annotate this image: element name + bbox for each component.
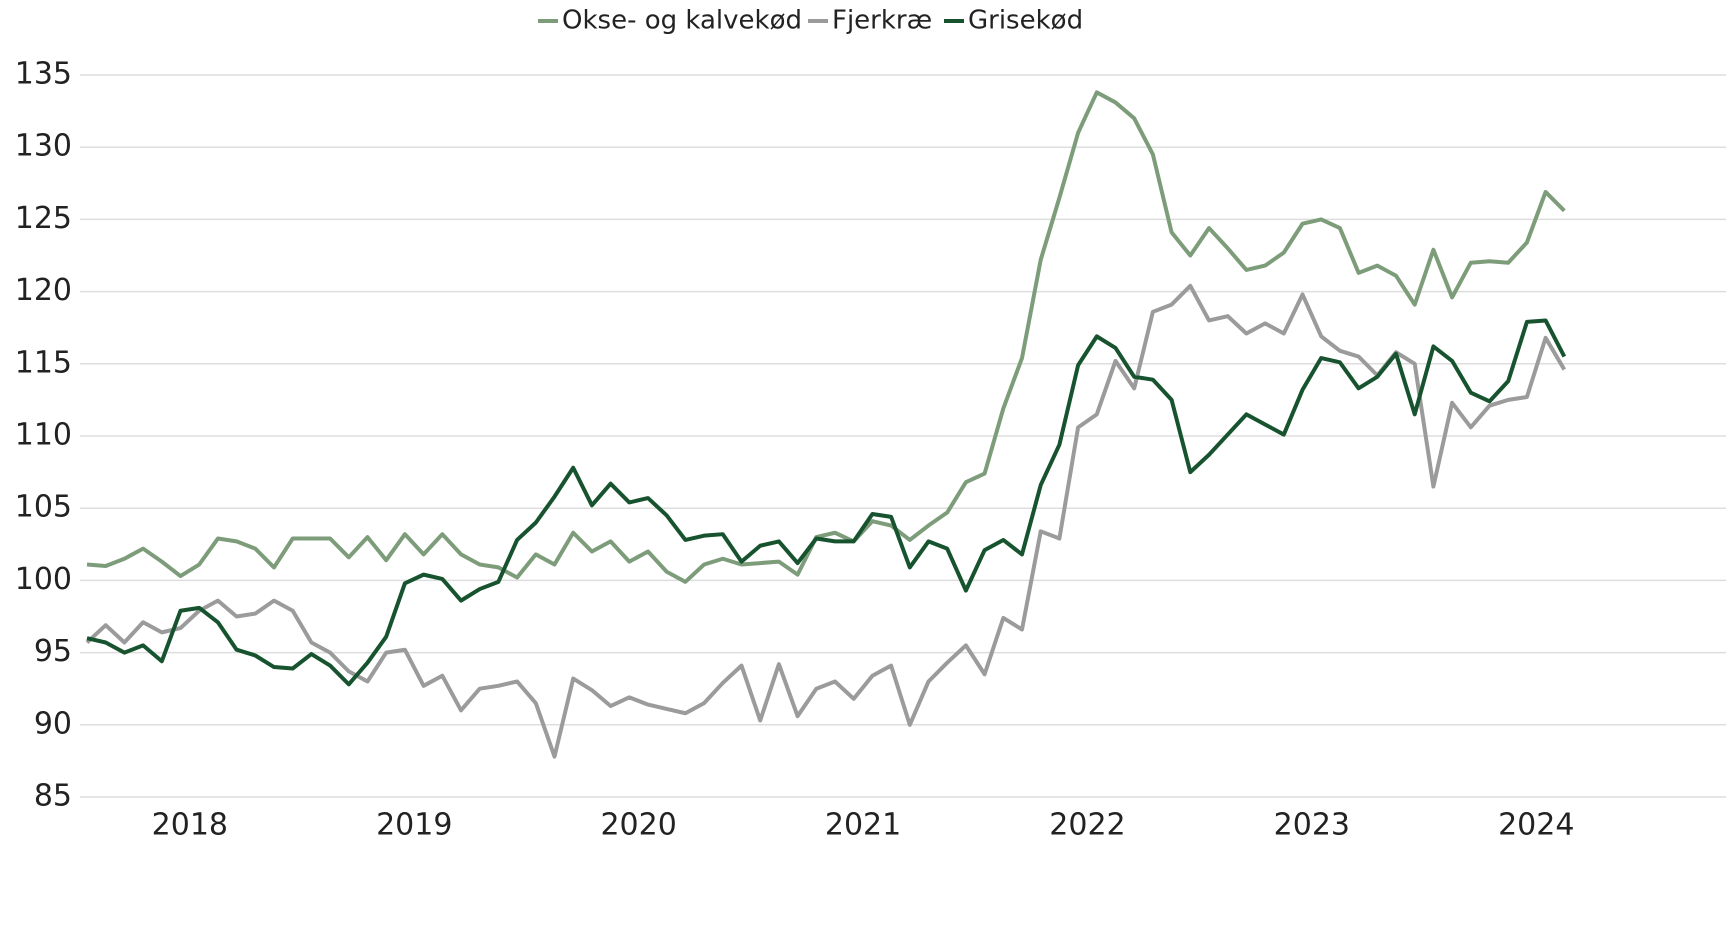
y-tick-label: 125	[15, 201, 72, 236]
y-tick-label: 115	[15, 345, 72, 380]
y-tick-label: 110	[15, 418, 72, 453]
line-series	[86, 90, 1566, 584]
x-tick-label: 2024	[1498, 808, 1574, 843]
y-tick-label: 105	[15, 490, 72, 525]
line-series	[86, 318, 1567, 687]
y-tick-label: 85	[34, 779, 72, 814]
line-series	[85, 283, 1567, 759]
y-tick-label: 135	[15, 57, 72, 92]
y-tick-label: 130	[15, 129, 72, 164]
x-tick-label: 2021	[825, 808, 901, 843]
y-tick-label: 120	[15, 273, 72, 308]
y-tick-label: 90	[34, 706, 72, 741]
x-tick-label: 2020	[600, 808, 676, 843]
x-tick-label: 2019	[376, 808, 452, 843]
x-tick-label: 2022	[1049, 808, 1125, 843]
y-tick-label: 95	[34, 634, 72, 669]
legend-label: Okse- og kalvekød	[562, 6, 802, 36]
legend-label: Fjerkræ	[832, 6, 932, 36]
x-tick-label: 2023	[1274, 808, 1350, 843]
y-tick-label: 100	[15, 562, 72, 597]
x-tick-label: 2018	[152, 808, 228, 843]
legend-label: Grisekød	[968, 6, 1083, 36]
